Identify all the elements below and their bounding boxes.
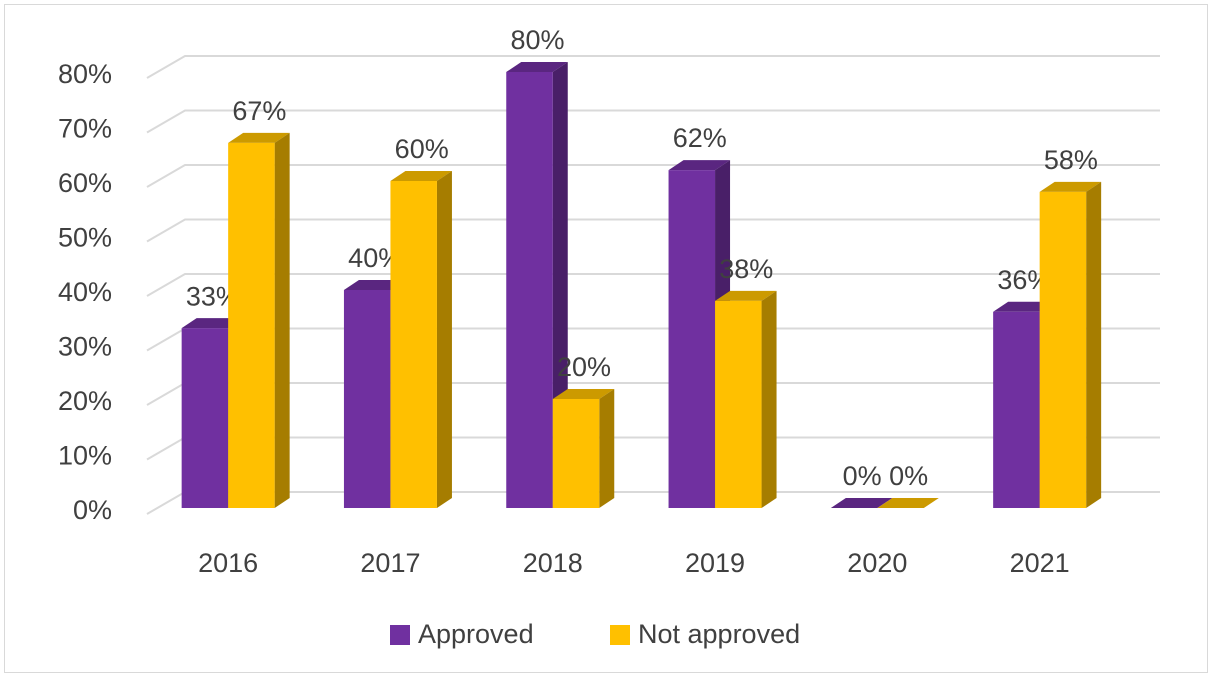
x-tick-label: 2020 <box>847 548 907 578</box>
bar <box>390 171 452 508</box>
bar-front <box>390 181 437 508</box>
y-tick-label: 40% <box>58 277 112 307</box>
legend-swatch <box>390 625 410 645</box>
bar-front <box>715 300 762 508</box>
value-label: 0% <box>889 461 928 491</box>
bar-front <box>1039 191 1087 508</box>
bar-side <box>274 132 290 508</box>
x-tick-label: 2021 <box>1010 548 1070 578</box>
legend-label: Approved <box>418 619 534 649</box>
value-label: 67% <box>232 96 286 126</box>
bar-front <box>228 142 275 508</box>
y-tick-label: 80% <box>58 59 112 89</box>
bar-side <box>761 290 777 508</box>
bar-top <box>552 389 615 399</box>
bar-top <box>506 62 568 72</box>
bar <box>1039 181 1102 508</box>
bar-top <box>181 318 244 329</box>
legend-swatch <box>610 625 630 645</box>
bar-front <box>181 328 229 508</box>
value-label: 62% <box>673 123 727 153</box>
grid-line <box>146 55 1160 79</box>
value-label: 38% <box>719 254 773 284</box>
bar-front <box>506 72 553 508</box>
bar-top <box>715 290 777 301</box>
bar-top <box>668 160 731 171</box>
y-tick-label: 60% <box>58 168 112 198</box>
bar-side <box>1086 181 1102 508</box>
grid-line <box>146 109 1160 134</box>
value-label: 80% <box>510 25 564 55</box>
bar-front <box>343 290 391 508</box>
value-label: 58% <box>1044 145 1098 175</box>
y-tick-label: 50% <box>58 223 112 253</box>
value-label: 20% <box>557 352 611 382</box>
bar <box>715 290 777 508</box>
y-tick-label: 70% <box>58 114 112 144</box>
grid-line <box>146 273 1160 297</box>
bar-top <box>343 280 406 290</box>
value-label: 0% <box>843 461 882 491</box>
x-tick-label: 2016 <box>198 548 258 578</box>
bar-top <box>877 498 939 508</box>
bar <box>228 132 290 508</box>
value-label: 60% <box>395 134 449 164</box>
y-tick-label: 20% <box>58 386 112 416</box>
bar <box>877 498 939 508</box>
y-tick-label: 30% <box>58 332 112 362</box>
y-tick-label: 10% <box>58 441 112 471</box>
bar-top <box>228 132 290 143</box>
bar-top <box>993 301 1055 312</box>
x-tick-label: 2018 <box>523 548 583 578</box>
x-tick-label: 2017 <box>360 548 420 578</box>
bar-front <box>668 170 716 508</box>
bar-side <box>436 171 452 508</box>
legend-label: Not approved <box>638 619 800 649</box>
x-tick-label: 2019 <box>685 548 745 578</box>
bar-top <box>830 498 893 508</box>
bar-front <box>993 311 1040 508</box>
bar-front <box>552 399 600 508</box>
y-tick-label: 0% <box>73 495 112 525</box>
bar <box>830 498 893 508</box>
bar-top <box>1039 181 1102 192</box>
bar-top <box>390 171 452 181</box>
grid-line <box>146 218 1160 243</box>
bar <box>552 389 615 508</box>
bar-side <box>599 389 615 508</box>
grid-line <box>146 164 1160 188</box>
